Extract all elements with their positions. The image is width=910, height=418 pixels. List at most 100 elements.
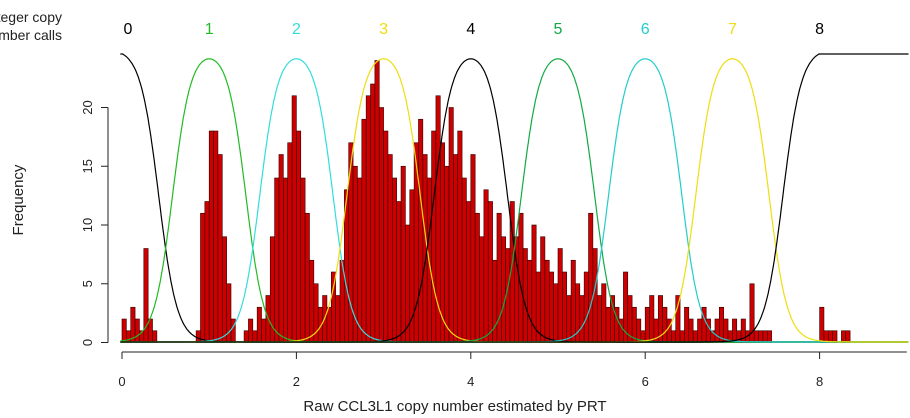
calls-header-line1: Integer copy	[0, 9, 62, 25]
histogram-bar	[583, 271, 589, 343]
histogram-bar	[610, 295, 615, 343]
histogram-bar	[374, 60, 380, 343]
histogram-bar	[283, 177, 288, 343]
histogram-bar	[762, 330, 768, 343]
copy-number-call-labels: 0 1 2 3 4 5 6 7 8	[124, 21, 825, 38]
histogram-bar	[819, 306, 825, 343]
histogram-bar	[705, 318, 711, 343]
histogram-bar	[496, 212, 502, 343]
histogram-bar	[361, 118, 367, 343]
histogram-bar	[453, 154, 459, 343]
y-tick-label: 5	[80, 280, 95, 287]
histogram-bar	[274, 177, 280, 343]
y-tick-label: 0	[80, 339, 95, 346]
histogram-bar	[697, 318, 703, 343]
histogram-bar	[444, 165, 450, 343]
histogram-bar	[479, 236, 485, 343]
histogram-bar	[562, 271, 568, 343]
histogram-bar	[304, 212, 310, 343]
histogram-bar	[662, 306, 668, 343]
histogram-bar	[461, 177, 467, 343]
histogram-bar	[732, 318, 738, 343]
histogram-bar	[357, 177, 363, 343]
call-label-3: 3	[379, 21, 388, 38]
histogram-bar	[252, 330, 258, 343]
histogram-bar	[675, 295, 681, 343]
call-label-6: 6	[641, 21, 650, 38]
call-label-0: 0	[124, 21, 133, 38]
histogram-bar	[753, 330, 759, 343]
histogram-bar	[548, 271, 554, 343]
histogram-bar	[208, 130, 214, 343]
histogram-bar	[195, 330, 201, 343]
histogram-bar	[383, 130, 389, 343]
histogram-bar	[832, 330, 838, 343]
histogram-bar	[544, 259, 550, 343]
histogram-bar	[684, 306, 690, 343]
histogram-bar	[540, 236, 546, 343]
calls-header-line2: number calls	[0, 27, 62, 43]
x-axis: 0 2 4 6 8	[118, 351, 907, 389]
histogram-bar	[448, 107, 454, 343]
y-tick-label: 10	[80, 218, 95, 232]
histogram-bar	[570, 259, 576, 343]
histogram-bar	[457, 130, 463, 343]
call-label-2: 2	[292, 21, 301, 38]
histogram-bar	[566, 295, 572, 343]
histogram-bars	[121, 60, 851, 343]
histogram-bar	[596, 295, 602, 343]
x-tick-label: 4	[467, 374, 474, 389]
histogram-bar	[243, 330, 249, 343]
x-tick-label: 6	[642, 374, 649, 389]
histogram-bar	[470, 154, 476, 343]
histogram-bar	[422, 154, 428, 343]
histogram-bar	[248, 318, 254, 343]
histogram-bar	[121, 318, 127, 343]
histogram-bar	[688, 318, 694, 343]
histogram-bar	[335, 295, 341, 343]
x-tick-label: 2	[293, 374, 300, 389]
histogram-bar	[230, 318, 236, 343]
histogram-bar	[644, 306, 650, 343]
histogram-bar	[300, 177, 306, 343]
x-tick-label: 0	[118, 374, 125, 389]
histogram-bar	[217, 154, 223, 343]
histogram-bar	[557, 248, 563, 343]
histogram-bar	[841, 330, 847, 343]
y-axis: 0 5 10 15 20	[80, 100, 109, 346]
histogram-bar	[679, 330, 685, 343]
histogram-bar	[261, 318, 267, 343]
histogram-bar	[553, 283, 559, 343]
histogram-bar	[291, 95, 297, 343]
histogram-bar	[758, 330, 764, 343]
histogram-bar	[309, 259, 315, 343]
histogram-bar	[601, 283, 607, 343]
call-label-7: 7	[728, 21, 737, 38]
x-tick-label: 8	[816, 374, 823, 389]
x-axis-label: Raw CCL3L1 copy number estimated by PRT	[303, 398, 606, 415]
call-label-1: 1	[205, 21, 214, 38]
histogram-bar	[400, 165, 406, 343]
histogram-bar	[501, 236, 506, 343]
histogram-bar	[200, 212, 206, 343]
histogram-bar	[766, 330, 772, 343]
y-axis-label: Frequency	[10, 164, 27, 235]
histogram-bar	[418, 118, 424, 343]
histogram-bar	[287, 142, 293, 343]
histogram-bar	[649, 295, 655, 343]
histogram-bar	[845, 330, 851, 343]
histogram-bar	[387, 154, 393, 343]
histogram-bar	[392, 177, 397, 343]
call-label-5: 5	[554, 21, 563, 38]
call-label-8: 8	[815, 21, 824, 38]
histogram-bar	[522, 248, 528, 343]
histogram-bar	[492, 259, 498, 343]
histogram-bar	[618, 318, 624, 343]
histogram-bar	[605, 306, 611, 343]
histogram-bar	[483, 189, 489, 343]
histogram-bar	[370, 83, 376, 343]
histogram-bar	[714, 318, 720, 343]
histogram-bar	[527, 259, 533, 343]
histogram-bar	[466, 201, 472, 343]
